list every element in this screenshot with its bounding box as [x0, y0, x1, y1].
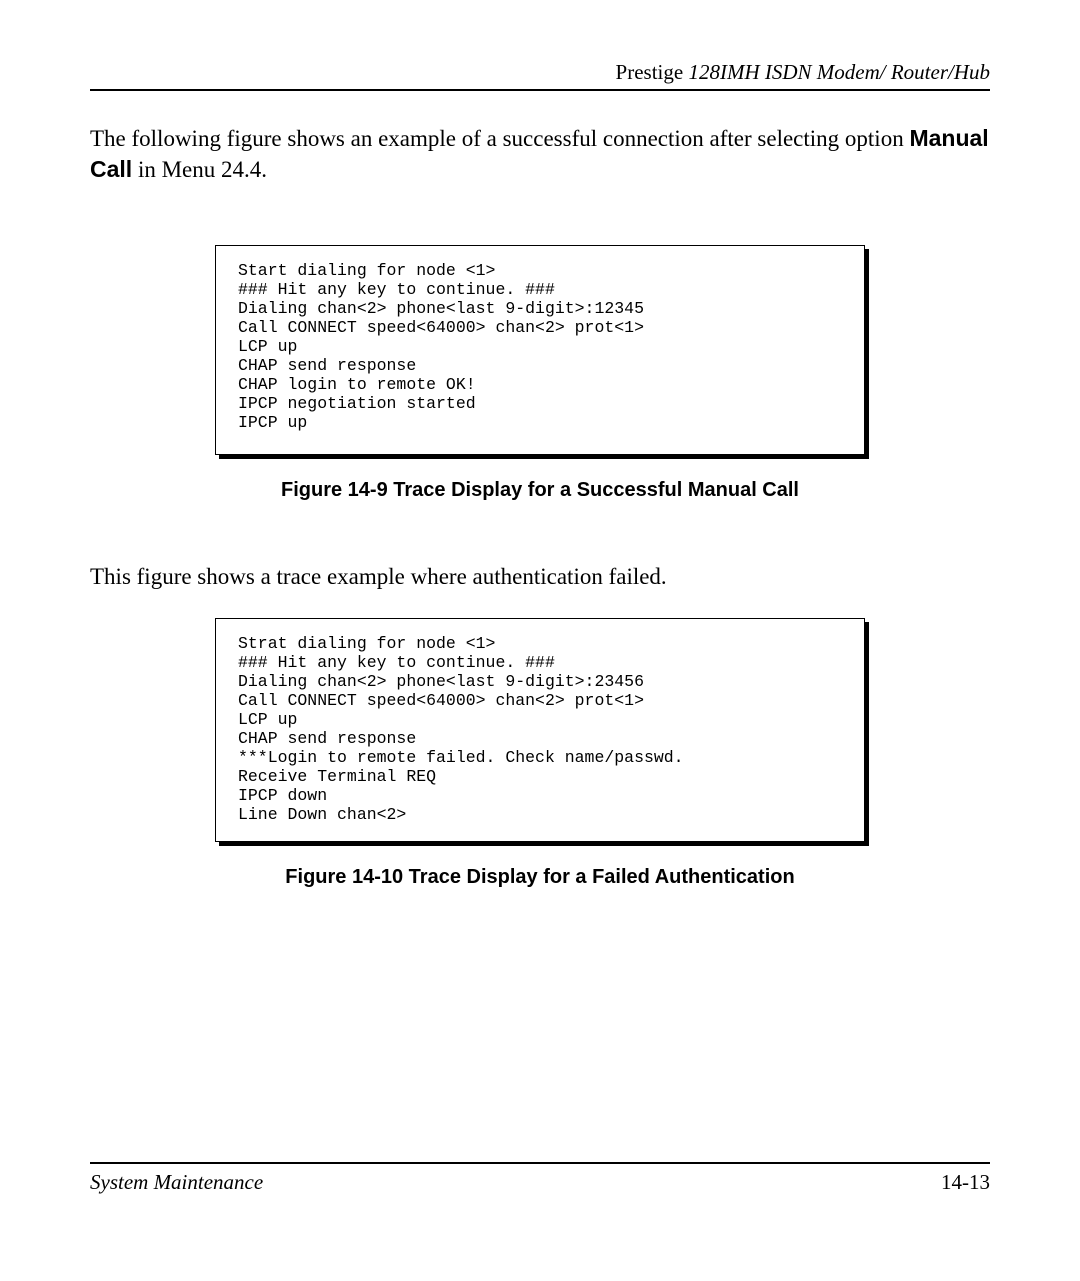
trace-output-1: Start dialing for node <1> ### Hit any k…: [238, 262, 846, 433]
intro-paragraph-2: This figure shows a trace example where …: [90, 564, 990, 590]
trace-figure-2: Strat dialing for node <1> ### Hit any k…: [215, 618, 865, 842]
intro1-pre: The following figure shows an example of…: [90, 126, 909, 151]
intro1-bold2: Call: [90, 156, 132, 182]
page-header: Prestige 128IMH ISDN Modem/ Router/Hub: [90, 60, 990, 91]
trace-figure-1: Start dialing for node <1> ### Hit any k…: [215, 245, 865, 455]
header-prefix: Prestige: [616, 60, 689, 84]
intro1-post: in Menu 24.4.: [132, 157, 267, 182]
figure-caption-2: Figure 14-10 Trace Display for a Failed …: [90, 866, 990, 889]
header-product: 128IMH ISDN Modem/ Router/Hub: [688, 60, 990, 84]
trace-output-2: Strat dialing for node <1> ### Hit any k…: [238, 635, 846, 825]
trace-box-2: Strat dialing for node <1> ### Hit any k…: [215, 618, 865, 842]
footer-section: System Maintenance: [90, 1170, 263, 1195]
figure-caption-1: Figure 14-9 Trace Display for a Successf…: [90, 479, 990, 502]
intro-paragraph-1: The following figure shows an example of…: [90, 123, 990, 185]
footer-page-number: 14-13: [941, 1170, 990, 1195]
page-content: Prestige 128IMH ISDN Modem/ Router/Hub T…: [90, 60, 990, 1211]
intro1-bold1: Manual: [909, 125, 988, 151]
page-footer: System Maintenance 14-13: [90, 1162, 990, 1195]
trace-box-1: Start dialing for node <1> ### Hit any k…: [215, 245, 865, 455]
